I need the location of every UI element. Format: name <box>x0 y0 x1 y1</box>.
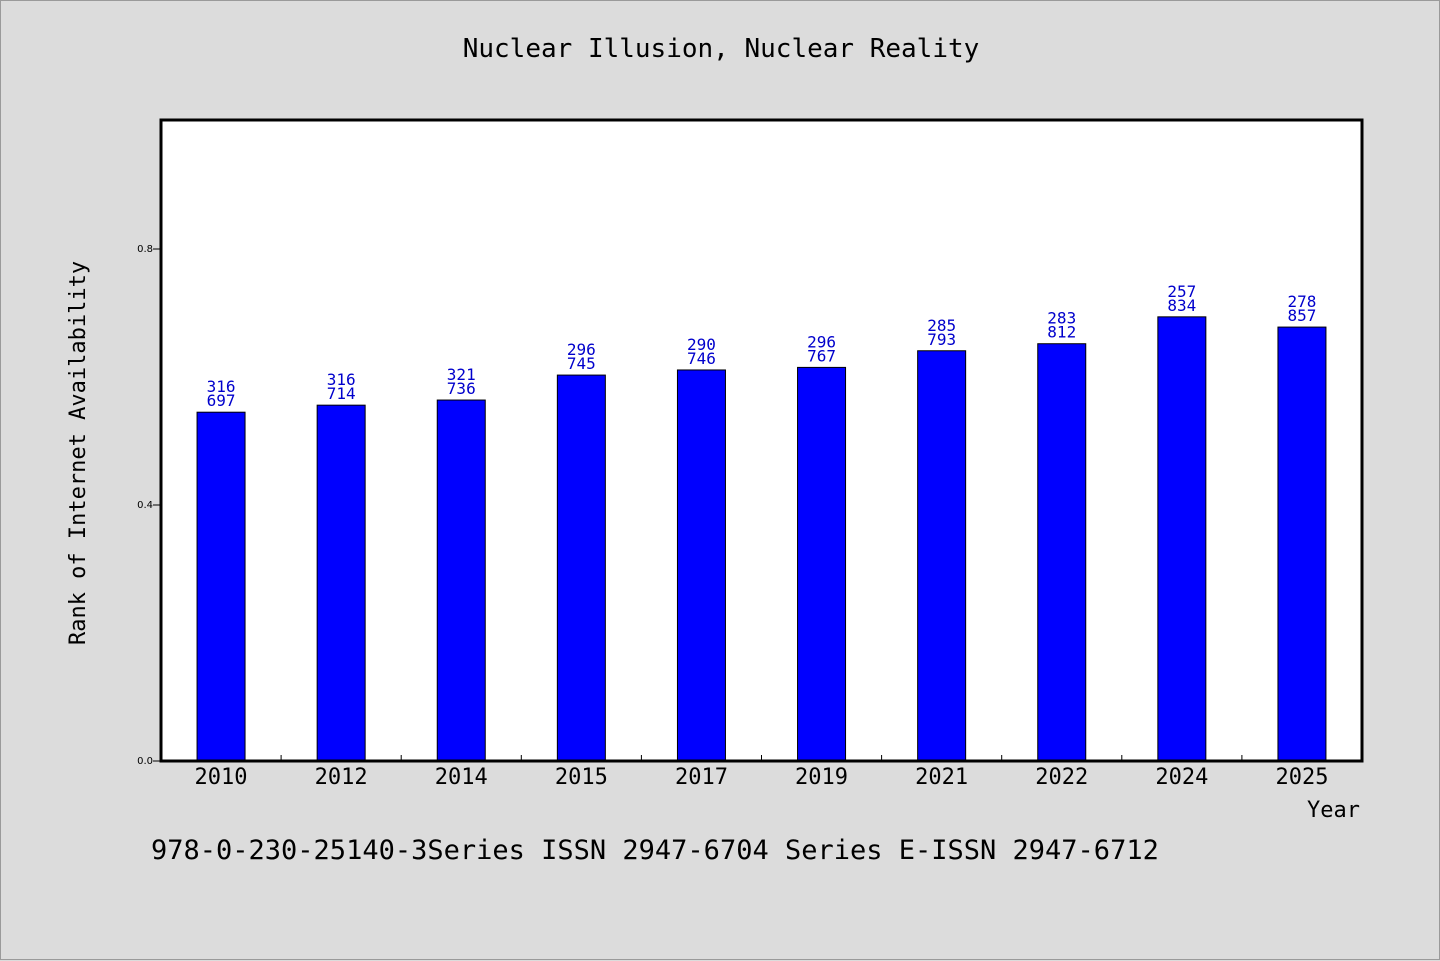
value-label-bottom: 736 <box>447 379 476 398</box>
value-label-bottom: 745 <box>567 354 596 373</box>
value-label-bottom: 714 <box>327 384 356 403</box>
value-label-top: 316 <box>327 370 356 389</box>
value-label-bottom: 834 <box>1167 296 1196 315</box>
y-axis-label: Rank of Internet Availability <box>66 261 91 645</box>
y-tick-label: 0.4 <box>137 500 153 511</box>
category-labels: 2010 2012 2014 2015 2017 2019 2021 2022 2024 2025 <box>195 765 1329 790</box>
bar-2017 <box>676 369 726 762</box>
value-label-top: 285 <box>927 316 956 335</box>
value-label-bottom: 857 <box>1287 306 1316 325</box>
bar-2015 <box>556 374 606 762</box>
x-tick-label: 2024 <box>1155 765 1208 790</box>
x-tick-label: 2010 <box>195 765 248 790</box>
value-label-bottom: 746 <box>687 349 716 368</box>
value-label-bottom: 767 <box>807 346 836 365</box>
y-tick-label: 0.0 <box>137 756 153 767</box>
value-label-bottom: 793 <box>927 330 956 349</box>
bars <box>196 316 1327 762</box>
x-tick-label: 2017 <box>675 765 728 790</box>
bar-2025 <box>1277 326 1327 762</box>
bar-2022 <box>1037 343 1087 762</box>
value-label-top: 321 <box>447 365 476 384</box>
chart-title: Nuclear Illusion, Nuclear Reality <box>462 34 980 64</box>
x-tick-label: 2019 <box>795 765 848 790</box>
bar-2024 <box>1157 316 1207 762</box>
x-axis-label: Year <box>1307 798 1360 823</box>
value-label-bottom: 812 <box>1047 323 1076 342</box>
x-tick-label: 2021 <box>915 765 968 790</box>
bar-2014 <box>436 399 486 762</box>
value-label-top: 296 <box>807 332 836 351</box>
isbn-issn-footer: 978-0-230-25140-3Series ISSN 2947-6704 S… <box>151 835 1159 866</box>
y-tick-label: 0.8 <box>137 244 153 255</box>
value-label-top: 296 <box>567 340 596 359</box>
y-axis-ticks: 0.0 0.4 0.8 <box>137 244 161 767</box>
value-label-top: 278 <box>1287 292 1316 311</box>
value-label-top: 257 <box>1167 282 1196 301</box>
value-label-bottom: 697 <box>207 391 236 410</box>
x-tick-label: 2014 <box>435 765 488 790</box>
bar-2012 <box>316 404 366 762</box>
x-tick-label: 2012 <box>315 765 368 790</box>
value-label-top: 290 <box>687 335 716 354</box>
x-tick-label: 2025 <box>1275 765 1328 790</box>
value-label-top: 316 <box>207 377 236 396</box>
x-tick-label: 2015 <box>555 765 608 790</box>
bar-2021 <box>917 350 967 762</box>
bar-2019 <box>797 366 847 762</box>
plot-border <box>159 118 1364 763</box>
bar-2010 <box>196 411 246 762</box>
x-tick-label: 2022 <box>1035 765 1088 790</box>
value-label-top: 283 <box>1047 309 1076 328</box>
value-labels: 3166973167143217362967452907462967672857… <box>207 282 1317 410</box>
